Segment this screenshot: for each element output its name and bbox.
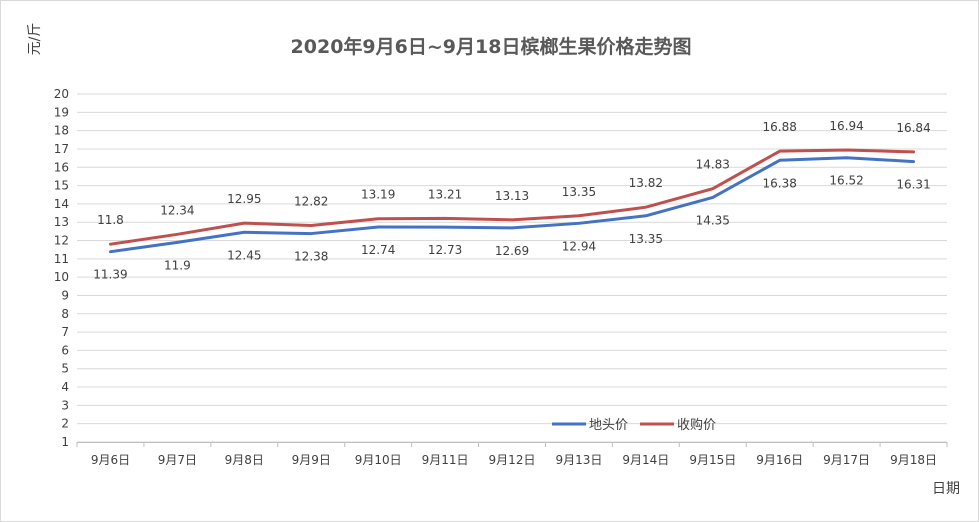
- data-label: 12.82: [294, 195, 328, 209]
- data-label: 13.21: [428, 187, 462, 201]
- data-label: 11.8: [97, 213, 124, 227]
- y-tick-label: 20: [54, 87, 69, 101]
- y-tick-label: 17: [54, 142, 69, 156]
- data-label: 11.39: [93, 268, 127, 282]
- y-tick-label: 4: [61, 380, 69, 394]
- gridlines: [77, 93, 947, 443]
- x-tick-label: 9月17日: [823, 453, 870, 467]
- y-tick-label: 2: [61, 417, 69, 431]
- data-label: 12.69: [495, 244, 529, 258]
- data-label: 13.19: [361, 188, 395, 202]
- x-tick-label: 9月6日: [91, 453, 130, 467]
- y-tick-label: 18: [54, 124, 69, 138]
- y-tick-label: 16: [54, 160, 69, 174]
- data-label: 13.35: [562, 185, 596, 199]
- x-tick-label: 9月18日: [890, 453, 937, 467]
- y-tick-label: 13: [54, 215, 69, 229]
- data-label: 13.13: [495, 189, 529, 203]
- data-label: 16.52: [829, 174, 863, 188]
- y-tick-label: 5: [61, 362, 69, 376]
- data-label: 14.35: [696, 213, 730, 227]
- data-label: 16.31: [896, 178, 930, 192]
- x-tick-label: 9月15日: [689, 453, 736, 467]
- x-tick-label: 9月9日: [292, 453, 331, 467]
- y-tick-label: 19: [54, 105, 69, 119]
- data-label: 16.88: [763, 120, 797, 134]
- data-label: 16.38: [763, 176, 797, 190]
- x-tick-label: 9月13日: [555, 453, 602, 467]
- x-tick-label: 9月8日: [225, 453, 264, 467]
- x-tick-label: 9月16日: [756, 453, 803, 467]
- data-label: 12.95: [227, 192, 261, 206]
- series-lines: [108, 148, 916, 254]
- x-tick-label: 9月14日: [622, 453, 669, 467]
- data-label: 13.82: [629, 176, 663, 190]
- y-tick-label: 3: [61, 398, 69, 412]
- chart-title: 2020年9月6日~9月18日槟榔生果价格走势图: [291, 35, 692, 58]
- data-label: 16.94: [829, 119, 863, 133]
- legend-label: 收购价: [677, 417, 716, 433]
- y-tick-label: 1: [61, 435, 69, 449]
- y-tick-label: 6: [61, 343, 69, 357]
- data-label: 12.74: [361, 243, 395, 257]
- data-label: 12.34: [160, 203, 194, 217]
- x-tick-label: 9月7日: [158, 453, 197, 467]
- y-tick-label: 7: [61, 325, 69, 339]
- series-line-ditou: [108, 156, 916, 254]
- data-label: 16.84: [896, 121, 930, 135]
- data-label: 13.35: [629, 232, 663, 246]
- legend: 地头价 收购价: [552, 417, 716, 433]
- y-tick-label: 10: [54, 270, 69, 284]
- data-label: 12.94: [562, 239, 596, 253]
- y-tick-label: 15: [54, 179, 69, 193]
- legend-label: 地头价: [589, 418, 628, 433]
- y-tick-label: 8: [61, 307, 69, 321]
- x-tick-label: 9月11日: [422, 453, 469, 467]
- data-label: 12.45: [227, 248, 261, 262]
- data-label: 12.73: [428, 243, 462, 257]
- data-labels: 11.39 11.9 12.45 12.38 12.74 12.73 12.69 12.94 1…: [93, 119, 930, 282]
- data-label: 11.9: [164, 258, 191, 272]
- y-tick-label: 14: [54, 197, 69, 211]
- x-axis-title: 日期: [932, 481, 960, 497]
- x-tick-label: 9月10日: [355, 453, 402, 467]
- y-tick-label: 11: [54, 252, 69, 266]
- data-label: 12.38: [294, 250, 328, 264]
- data-label: 14.83: [696, 158, 730, 172]
- y-tick-label: 12: [54, 234, 69, 248]
- y-axis-title: 元/斤: [27, 23, 43, 56]
- y-tick-label: 9: [61, 288, 69, 302]
- x-tick-label: 9月12日: [489, 453, 536, 467]
- series-line-shougou: [108, 148, 916, 246]
